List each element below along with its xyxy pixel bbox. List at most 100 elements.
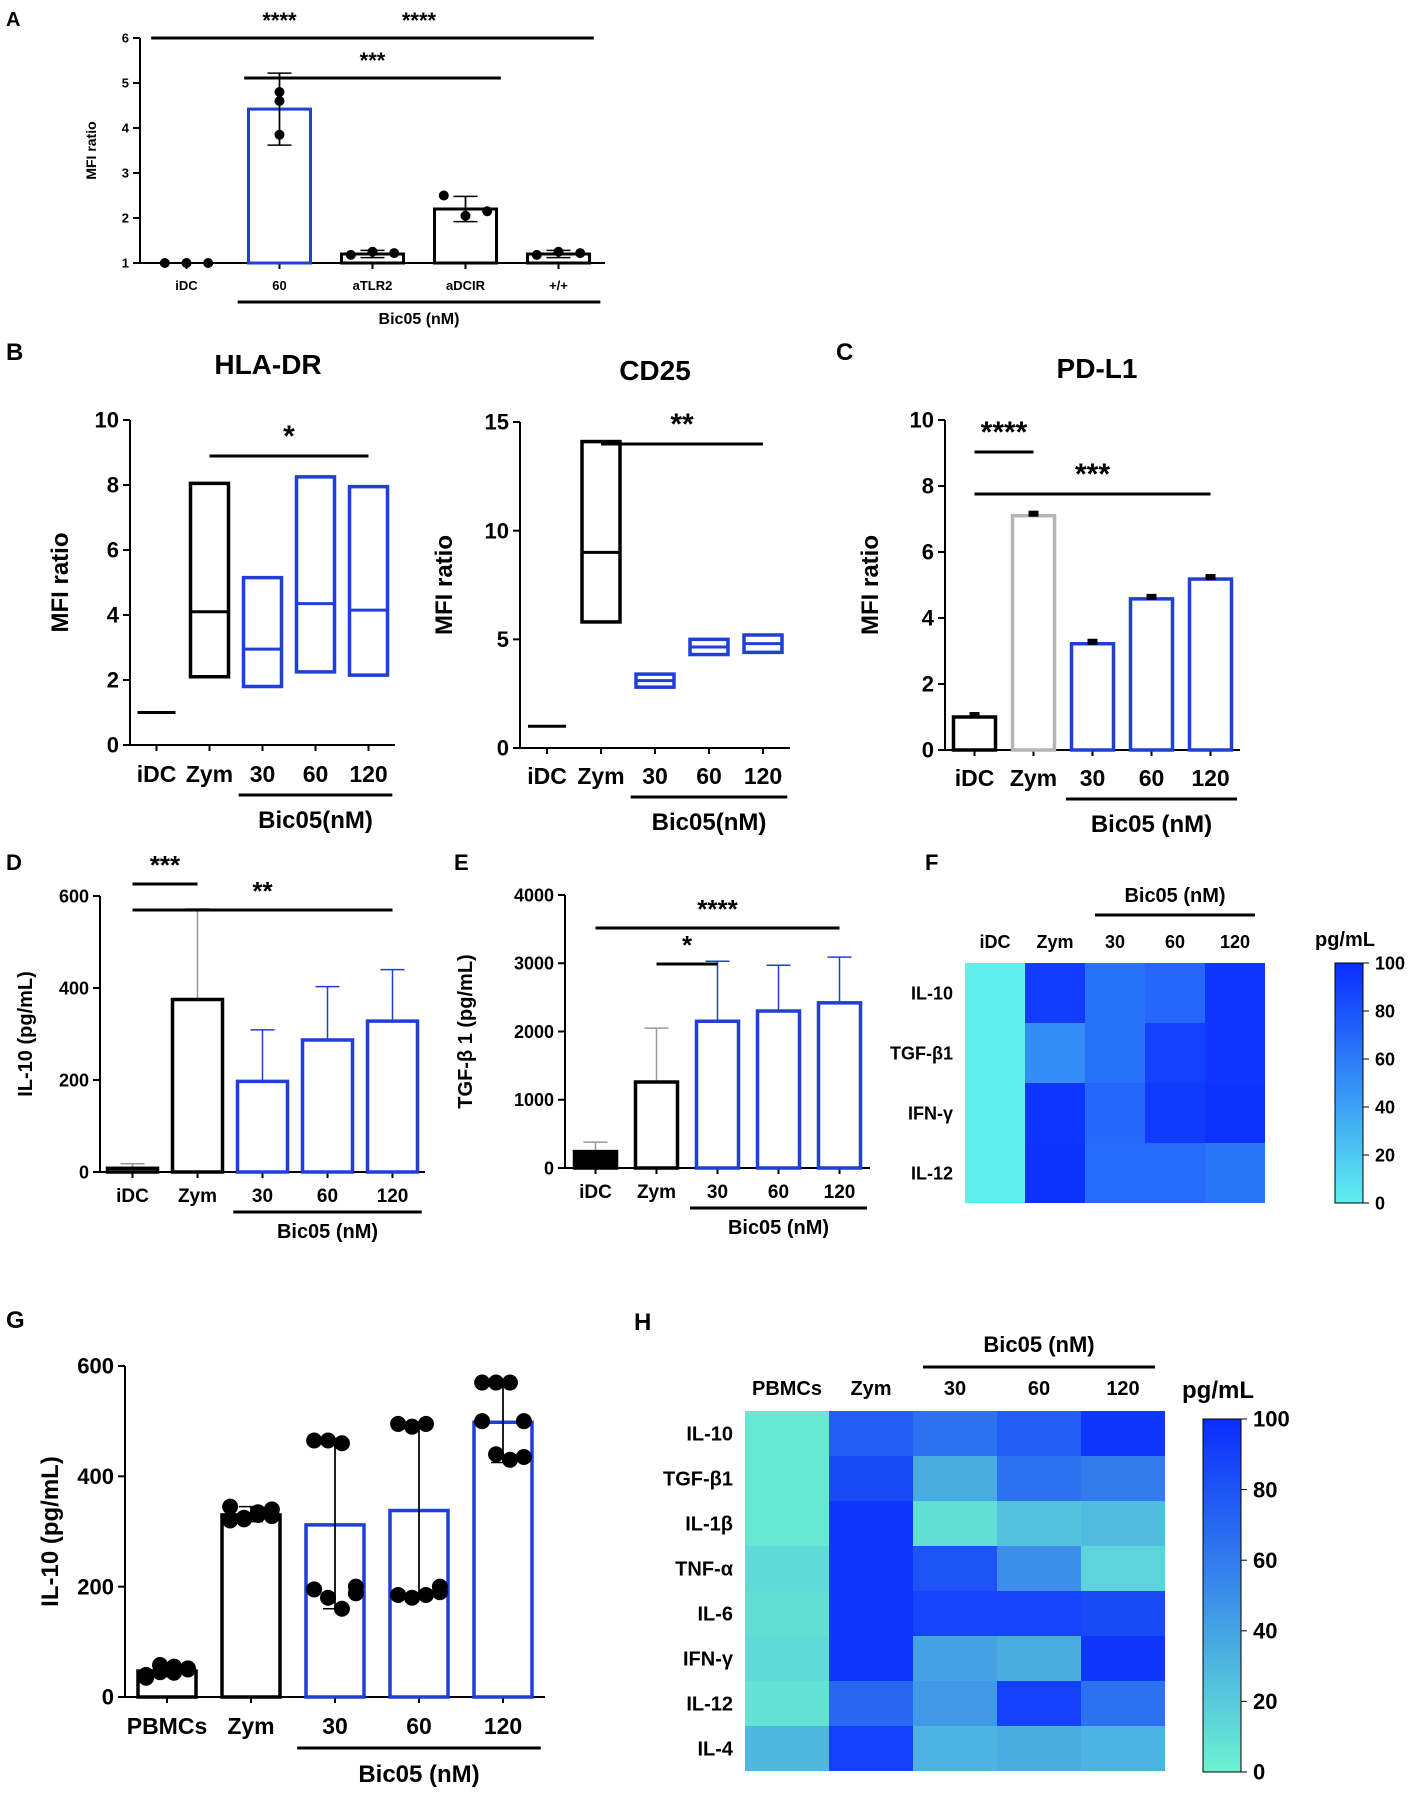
heatmap-cell: [1145, 1023, 1205, 1083]
chart-title: CD25: [619, 355, 691, 386]
y-axis-label: TGF-β 1 (pg/mL): [455, 954, 477, 1108]
data-point: [515, 1413, 532, 1430]
significance-label: ***: [1075, 458, 1110, 491]
heatmap-cell: [745, 1591, 829, 1636]
heatmap-column-label: 60: [1028, 1378, 1050, 1400]
y-tick-label: 200: [77, 1574, 114, 1599]
heatmap-cell: [913, 1411, 997, 1456]
x-tick-label: Zym: [186, 761, 233, 787]
group-label: Bic05(nM): [652, 809, 767, 836]
y-tick-label: 4: [107, 603, 120, 628]
panel-label: G: [6, 1307, 25, 1334]
data-point: [417, 1415, 434, 1432]
y-tick-label: 6: [122, 31, 129, 46]
data-point: [203, 258, 214, 268]
y-tick-label: 10: [910, 408, 934, 433]
panel-label: D: [6, 850, 22, 875]
y-tick-label: 4: [122, 121, 130, 136]
y-tick-label: 2: [922, 672, 934, 697]
data-point: [320, 1432, 337, 1449]
x-tick-label: 60: [317, 1186, 338, 1207]
y-tick-label: 600: [77, 1354, 114, 1379]
data-point: [431, 1584, 448, 1601]
y-tick-label: 5: [122, 76, 129, 91]
y-tick-label: 10: [485, 518, 509, 543]
data-point: [306, 1581, 323, 1598]
heatmap-cell: [1025, 1083, 1085, 1143]
heatmap-cell: [913, 1546, 997, 1591]
heatmap-cell: [1081, 1681, 1165, 1726]
heatmap-cell: [745, 1456, 829, 1501]
y-axis-label: MFI ratio: [431, 535, 458, 635]
y-tick-label: 3000: [514, 954, 554, 974]
heatmap-row-label: IL-6: [697, 1604, 733, 1626]
data-point: [347, 1585, 364, 1602]
y-tick-label: 2000: [514, 1022, 554, 1042]
panel-label: F: [925, 850, 938, 875]
data-point: [390, 1586, 407, 1603]
heatmap-cell: [1025, 963, 1085, 1023]
heatmap-cell: [997, 1681, 1081, 1726]
heatmap-cell: [1081, 1411, 1165, 1456]
heatmap-cell: [913, 1636, 997, 1681]
heatmap-cell: [997, 1591, 1081, 1636]
x-tick-label: 30: [322, 1713, 348, 1739]
bar: [235, 1079, 290, 1174]
heatmap-row-label: TGF-β1: [663, 1469, 733, 1491]
data-point: [222, 1498, 239, 1515]
x-tick-label: Zym: [637, 1182, 676, 1203]
colorbar-title: pg/mL: [1315, 929, 1375, 951]
x-tick-label: +/+: [549, 278, 568, 293]
heatmap-cell: [965, 1023, 1025, 1083]
data-point: [488, 1446, 505, 1463]
data-point: [390, 1415, 407, 1432]
y-tick-label: 8: [922, 474, 934, 499]
data-point: [367, 246, 378, 257]
y-tick-label: 1: [122, 256, 129, 271]
data-point: [969, 712, 980, 718]
colorbar-tick-label: 40: [1375, 1097, 1395, 1117]
colorbar-tick-label: 100: [1253, 1407, 1290, 1432]
y-tick-label: 0: [102, 1685, 114, 1710]
significance-label: **: [670, 408, 694, 441]
y-tick-label: 0: [544, 1158, 554, 1178]
x-tick-label: iDC: [137, 761, 177, 787]
y-tick-label: 400: [59, 978, 89, 998]
x-tick-label: 60: [272, 278, 286, 293]
heatmap-cell: [1085, 1083, 1145, 1143]
heatmap-cell: [829, 1411, 913, 1456]
data-point: [165, 1664, 182, 1681]
x-tick-label: iDC: [579, 1182, 612, 1203]
data-point: [333, 1600, 350, 1617]
heatmap-cell: [745, 1726, 829, 1771]
heatmap-cell: [1081, 1501, 1165, 1546]
heatmap-row-label: IL-1β: [685, 1514, 733, 1536]
panel-label: B: [6, 339, 23, 366]
x-tick-label: 30: [252, 1186, 273, 1207]
x-tick-label: 120: [744, 763, 782, 789]
data-point: [488, 1374, 505, 1391]
bar: [105, 1166, 160, 1174]
colorbar-title: pg/mL: [1182, 1377, 1254, 1404]
data-point: [474, 1374, 491, 1391]
data-point: [263, 1508, 280, 1525]
bar: [816, 1001, 863, 1170]
significance-label: ****: [697, 894, 738, 924]
heatmap-cell: [965, 1143, 1025, 1203]
x-tick-label: 120: [377, 1186, 409, 1207]
heatmap-row-label: IL-12: [911, 1163, 953, 1183]
heatmap-column-label: 30: [1105, 932, 1125, 952]
heatmap-cell: [745, 1636, 829, 1681]
y-tick-label: 2: [107, 668, 119, 693]
heatmap-cell: [997, 1411, 1081, 1456]
bar: [1128, 597, 1175, 752]
significance-label: **: [252, 876, 273, 906]
x-tick-label: iDC: [175, 278, 198, 293]
heatmap-cell: [997, 1726, 1081, 1771]
heatmap-cell: [1081, 1456, 1165, 1501]
x-tick-label: Zym: [1010, 765, 1057, 791]
data-point: [1205, 574, 1216, 581]
panel-label: C: [836, 339, 853, 366]
x-tick-label: 60: [768, 1182, 789, 1203]
heatmap-cell: [1205, 1083, 1265, 1143]
